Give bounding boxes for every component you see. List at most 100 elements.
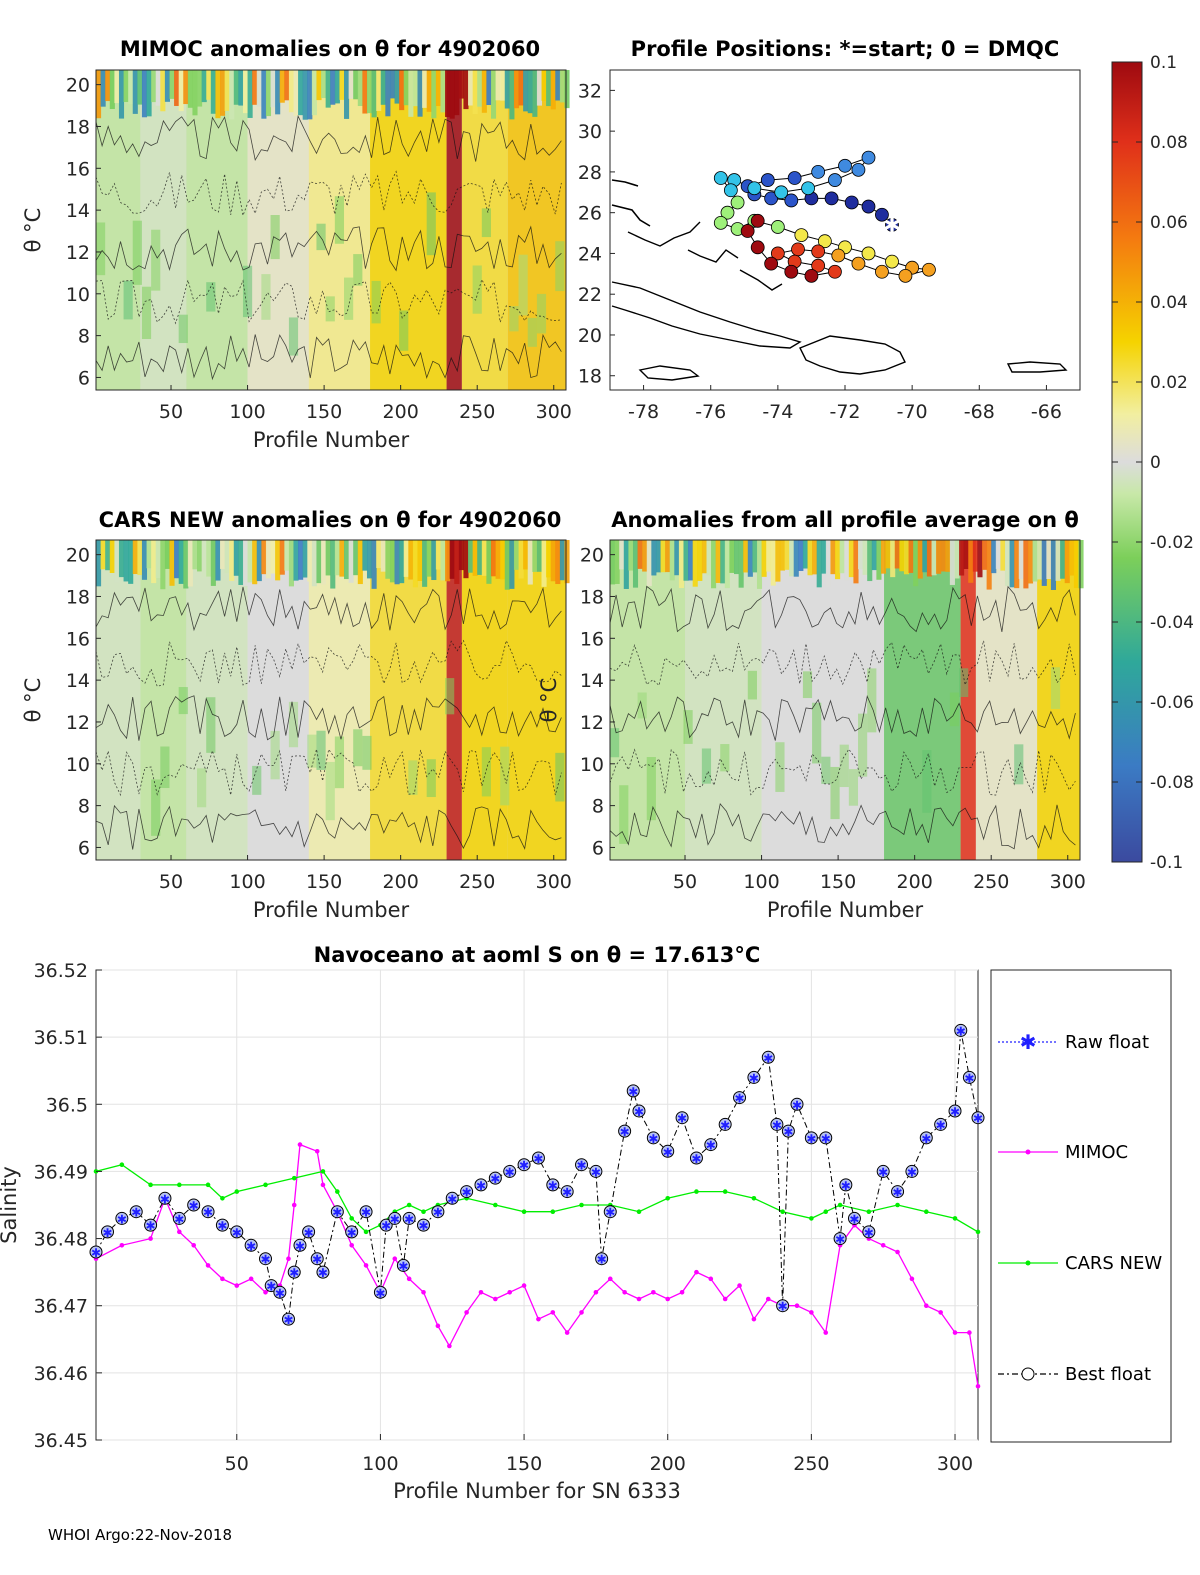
raw-float-marker: ✱ [562, 1186, 572, 1200]
series-point-mimoc [794, 1303, 800, 1309]
heatmap-patch [1014, 744, 1024, 785]
salinity-series: ✱ ✱ ✱ ✱ ✱ ✱ ✱ ✱ ✱ ✱ ✱ ✱ ✱ ✱ ✱ ✱ ✱ ✱ ✱ ✱ ✱ ✱ ✱ ✱ ✱ ✱ ✱ ✱ ✱ ✱ ✱ ✱ ✱ ✱ ✱ ✱ ✱ ✱ ✱ ✱… [89, 1023, 985, 1389]
heatmap-surface-cell [991, 540, 997, 574]
heatmap-surface-cell [270, 70, 276, 108]
heatmap-surface-cell [862, 540, 868, 575]
heatmap-surface-cell [724, 540, 730, 589]
salinity-axes: 50 100 150 200 250 300 36.52 36.51 36.5 36.49 36.4… [34, 960, 974, 1475]
heatmap-surface-cell [706, 540, 712, 576]
heatmap-surface-cell [839, 540, 845, 574]
heatmap-patch [151, 779, 161, 836]
float-position-markers: ✱ [713, 150, 936, 283]
legend-cars-marker [1025, 1260, 1031, 1266]
series-point-mimoc [521, 1283, 527, 1288]
heatmap-surface-cell [880, 540, 887, 574]
heatmap-surface-cell [913, 540, 919, 587]
float-position-marker [784, 193, 799, 208]
heatmap-surface-cell [417, 70, 423, 117]
float-position-marker [838, 158, 852, 173]
legend-mimoc: MIMOC [1065, 1142, 1128, 1163]
heatmap-contour [609, 695, 1076, 741]
y-tick-label: 16 [66, 628, 90, 650]
heatmap-surface-cell [316, 540, 322, 584]
heatmap-surface-cell [206, 70, 212, 100]
heatmap-surface-cell [380, 70, 386, 105]
salinity-ylabel: Salinity [0, 1166, 21, 1244]
heatmap-surface-cell [1014, 540, 1020, 589]
raw-float-marker: ✱ [576, 1159, 586, 1173]
best-float-marker [618, 1124, 632, 1138]
map-y-tick-label: 32 [578, 80, 602, 102]
heatmap-surface-cell [949, 540, 955, 585]
heatmap-surface-cell [711, 540, 717, 589]
best-float-marker [733, 1091, 747, 1105]
series-point-mimoc [248, 1276, 254, 1282]
heatmap-patch [178, 314, 188, 344]
heatmap-surface-cell [495, 540, 501, 579]
raw-float-marker: ✱ [792, 1098, 802, 1112]
float-position-marker [811, 258, 826, 273]
heatmap-patch [325, 761, 335, 821]
colorbar-tick-label: 0 [1150, 453, 1161, 473]
heatmap-ylabel: θ °C [21, 678, 45, 723]
x-tick-label: 200 [383, 871, 419, 893]
best-float-marker [273, 1285, 287, 1299]
heatmap-patch [619, 785, 629, 844]
heatmap-surface-cell [366, 540, 373, 579]
best-float-marker [919, 1131, 933, 1145]
heatmap-surface-cell [825, 540, 831, 588]
heatmap-contour [95, 114, 562, 162]
heatmap-surface-cell [472, 540, 478, 576]
heatmap-surface-cell [513, 70, 520, 109]
series-point-mimoc [205, 1263, 211, 1268]
heatmap-surface-cell [164, 70, 170, 102]
best-float-marker [201, 1205, 215, 1219]
heatmap-surface-cell [155, 70, 161, 106]
heatmap-contour [95, 225, 562, 272]
x-tick-label: 250 [459, 401, 495, 423]
colorbar-tick-label: -0.02 [1150, 533, 1194, 553]
heatmap-surface-cell [559, 70, 565, 103]
heatmap-surface-cell [252, 70, 258, 105]
heatmap-surface-cell [674, 540, 680, 576]
heatmap-surface-cell [206, 540, 212, 577]
heatmap-surface-cell [504, 540, 510, 590]
raw-float-marker: ✱ [783, 1125, 793, 1139]
raw-float-marker: ✱ [648, 1132, 658, 1146]
raw-float-marker: ✱ [347, 1226, 357, 1240]
map-y-tick-label: 30 [578, 121, 602, 143]
raw-float-marker: ✱ [663, 1145, 673, 1159]
heatmap-surface-cell [541, 540, 547, 587]
raw-float-marker: ✱ [849, 1212, 859, 1226]
series-point-cars-new [579, 1202, 584, 1208]
heatmap-surface-cell [541, 70, 547, 101]
salinity-y-tick-label: 36.46 [34, 1363, 88, 1385]
heatmap-surface-cell [210, 540, 216, 586]
heatmap-surface-cell [426, 70, 432, 112]
float-position-marker [747, 181, 762, 196]
heatmap-surface-cell [779, 540, 786, 571]
series-point-mimoc [579, 1310, 584, 1315]
heatmap-surface-cell [412, 70, 418, 107]
float-position-marker [828, 173, 842, 187]
heatmap-surface-cell [536, 540, 543, 572]
y-tick-label: 12 [66, 242, 90, 264]
best-float-marker [158, 1191, 172, 1205]
series-point-cars-new [837, 1202, 843, 1208]
heatmap-surface-cell [550, 540, 556, 582]
series-point-mimoc [536, 1316, 541, 1322]
heatmap-xlabel: Profile Number [767, 898, 924, 922]
series-point-mimoc [952, 1330, 958, 1335]
series-point-cars-new [406, 1202, 412, 1208]
series-point-mimoc [636, 1296, 642, 1302]
heatmap-surface-cell [160, 540, 166, 590]
heatmap-surface-cell [945, 540, 951, 572]
raw-float-marker: ✱ [217, 1219, 227, 1233]
series-point-cars-new [291, 1175, 297, 1181]
y-tick-label: 16 [66, 158, 90, 180]
heatmap-surface-cell [734, 540, 740, 575]
float-position-marker [770, 220, 785, 234]
y-tick-label: 18 [580, 586, 604, 608]
raw-float-marker: ✱ [418, 1219, 428, 1233]
heatmap-patch [426, 759, 436, 798]
